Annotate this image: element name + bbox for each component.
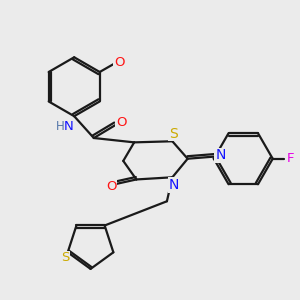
Text: N: N [215,148,226,163]
Text: O: O [116,116,126,129]
Text: O: O [106,179,116,193]
Text: N: N [168,178,178,192]
Text: S: S [61,251,70,264]
Text: S: S [169,127,178,141]
Text: F: F [286,152,294,165]
Text: O: O [114,56,124,69]
Text: N: N [64,119,74,133]
Text: H: H [56,119,64,133]
